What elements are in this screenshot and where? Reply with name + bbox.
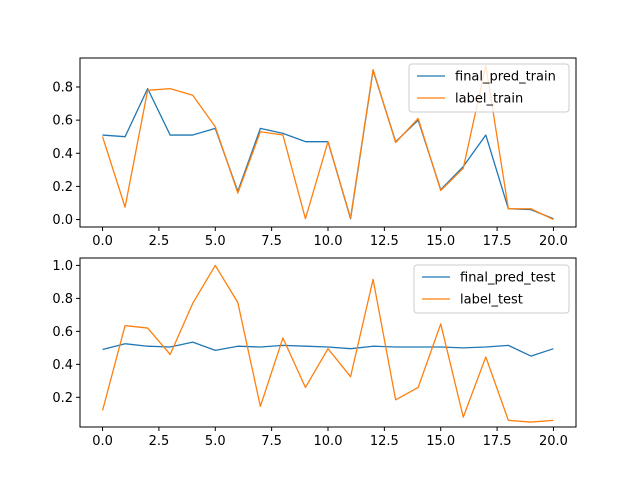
x-tick-label: 12.5 (370, 434, 399, 449)
y-tick-label: 0.8 (52, 292, 73, 307)
x-tick-label: 17.5 (483, 434, 512, 449)
x-tick-label: 10.0 (314, 434, 343, 449)
y-tick-label: 0.4 (52, 358, 73, 373)
y-tick-label: 0.8 (52, 80, 73, 95)
x-tick-label: 20.0 (539, 234, 568, 249)
x-tick-label: 7.5 (261, 434, 282, 449)
x-tick-label: 0.0 (92, 234, 113, 249)
legend-box (413, 264, 570, 314)
test-chart: 0.0 2.5 5.0 7.5 10.0 12.5 15.0 17.5 20.0 0.2 0.4 0.… (52, 257, 577, 449)
y-tick-label: 0.0 (52, 213, 73, 228)
legend: final_pred_test label_test (413, 264, 570, 314)
legend-box (408, 63, 570, 113)
x-tick-label: 5.0 (205, 234, 226, 249)
y-tick-label: 0.6 (52, 114, 73, 129)
y-tick-label: 0.2 (52, 391, 73, 406)
train-chart: 0.0 2.5 5.0 7.5 10.0 12.5 15.0 17.5 20.0 0.0 0.2 0.… (52, 57, 577, 249)
series-line-final-pred-test (102, 341, 554, 357)
legend: final_pred_train label_train (408, 63, 570, 113)
legend-label: final_pred_train (455, 70, 556, 85)
legend-label: final_pred_test (460, 271, 556, 286)
x-tick-label: 0.0 (92, 434, 113, 449)
x-tick-label: 2.5 (149, 234, 170, 249)
y-tick-label: 0.6 (52, 325, 73, 340)
legend-label: label_test (460, 293, 523, 308)
x-tick-label: 15.0 (426, 234, 455, 249)
x-tick-label: 15.0 (426, 434, 455, 449)
series-line-label-test (101, 264, 554, 423)
x-tick-label: 20.0 (539, 434, 568, 449)
y-tick-label: 1.0 (52, 259, 73, 274)
y-tick-label: 0.4 (52, 147, 73, 162)
x-tick-label: 5.0 (205, 434, 226, 449)
legend-label: label_train (455, 92, 523, 107)
x-tick-label: 10.0 (314, 234, 343, 249)
y-tick-label: 0.2 (52, 180, 73, 195)
x-tick-label: 12.5 (370, 234, 399, 249)
x-tick-label: 17.5 (483, 234, 512, 249)
x-tick-label: 2.5 (149, 434, 170, 449)
x-tick-label: 7.5 (261, 234, 282, 249)
